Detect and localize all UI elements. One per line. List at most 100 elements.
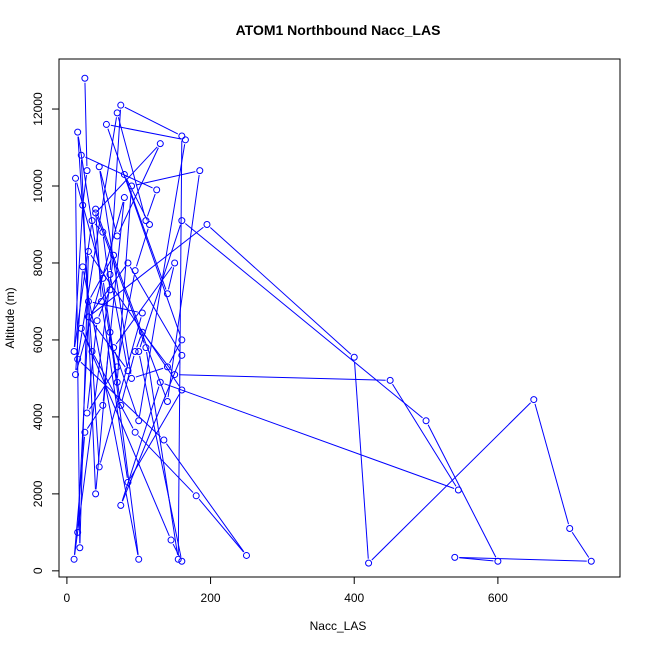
y-tick-label: 10000 xyxy=(31,169,45,203)
data-point xyxy=(84,313,92,321)
data-point xyxy=(92,205,100,213)
data-point xyxy=(74,128,82,136)
data-point xyxy=(422,417,430,425)
series-segment xyxy=(118,147,159,233)
data-point xyxy=(72,371,80,379)
series-segment xyxy=(99,171,132,375)
series-segment xyxy=(75,271,83,371)
data-point xyxy=(95,463,103,471)
data-point xyxy=(72,174,80,182)
series-segment xyxy=(371,402,531,561)
series-segment xyxy=(164,383,455,489)
data-point xyxy=(81,74,89,82)
series-segment xyxy=(129,266,180,352)
data-point xyxy=(178,132,186,140)
series-segment xyxy=(167,174,200,398)
data-point xyxy=(178,336,186,344)
data-point xyxy=(99,228,107,236)
data-point xyxy=(131,347,139,355)
data-point xyxy=(178,557,186,565)
series-segment xyxy=(90,320,126,368)
data-point xyxy=(386,376,394,384)
x-tick-label: 400 xyxy=(344,591,364,605)
data-point xyxy=(93,317,101,325)
series-points xyxy=(70,74,595,567)
data-point xyxy=(181,136,189,144)
data-point xyxy=(84,297,92,305)
data-point xyxy=(451,553,459,561)
y-tick-label: 12000 xyxy=(31,92,45,126)
data-point xyxy=(70,555,78,563)
data-point xyxy=(135,347,143,355)
y-tick-label: 6000 xyxy=(31,326,45,353)
series-segment xyxy=(102,282,121,401)
data-point xyxy=(77,151,85,159)
y-tick-label: 8000 xyxy=(31,249,45,276)
series-segment xyxy=(129,393,180,479)
data-point xyxy=(124,478,132,486)
data-point xyxy=(70,347,78,355)
series-segment xyxy=(198,498,244,553)
y-tick-label: 0 xyxy=(31,567,45,574)
y-tick-label: 4000 xyxy=(31,403,45,430)
series-segment xyxy=(427,424,497,558)
series-segment xyxy=(75,182,81,544)
data-point xyxy=(113,109,121,117)
data-point xyxy=(110,251,118,259)
series-segment xyxy=(179,374,386,381)
series-segment xyxy=(172,543,181,558)
series-segment xyxy=(121,386,160,502)
series-segment xyxy=(117,117,146,217)
data-point xyxy=(203,220,211,228)
data-point xyxy=(124,259,132,267)
data-point xyxy=(566,525,574,533)
x-tick-label: 200 xyxy=(201,591,221,605)
series-segment xyxy=(98,146,158,210)
series-segment xyxy=(124,106,179,135)
data-point xyxy=(178,386,186,394)
data-point xyxy=(196,167,204,175)
data-point xyxy=(131,428,139,436)
chart-title: ATOM1 Northbound Nacc_LAS xyxy=(236,22,441,38)
series-segment xyxy=(84,82,88,167)
x-tick-label: 600 xyxy=(488,591,508,605)
data-point xyxy=(99,401,107,409)
data-point xyxy=(135,555,143,563)
series-segment xyxy=(82,332,170,537)
data-point xyxy=(156,140,164,148)
series-segment xyxy=(139,224,181,348)
series-segment xyxy=(95,213,102,297)
data-point xyxy=(174,555,182,563)
data-point xyxy=(163,398,171,406)
data-point xyxy=(178,217,186,225)
series-segment xyxy=(101,305,128,478)
data-point xyxy=(135,417,143,425)
x-axis-label: Nacc_LAS xyxy=(310,619,367,633)
data-point xyxy=(88,217,96,225)
data-point xyxy=(171,371,179,379)
series-segment xyxy=(459,557,587,562)
x-tick-label: 0 xyxy=(64,591,71,605)
data-point xyxy=(138,328,146,336)
data-point xyxy=(365,559,373,567)
data-point xyxy=(153,186,161,194)
series-segment xyxy=(110,336,139,555)
series-segment xyxy=(82,175,87,201)
data-point xyxy=(128,182,136,190)
data-point xyxy=(142,344,150,352)
series-segment xyxy=(354,361,369,559)
data-point xyxy=(454,486,462,494)
data-point xyxy=(83,167,91,175)
data-point xyxy=(106,328,114,336)
series-segment xyxy=(73,209,83,348)
data-point xyxy=(77,324,85,332)
series-segment xyxy=(534,403,569,525)
series-line xyxy=(73,82,590,562)
series-segment xyxy=(77,321,89,528)
data-point xyxy=(178,351,186,359)
data-point xyxy=(117,101,125,109)
data-point xyxy=(117,401,125,409)
data-point xyxy=(120,170,128,178)
x-axis: 0 200 400 600 xyxy=(64,576,508,605)
